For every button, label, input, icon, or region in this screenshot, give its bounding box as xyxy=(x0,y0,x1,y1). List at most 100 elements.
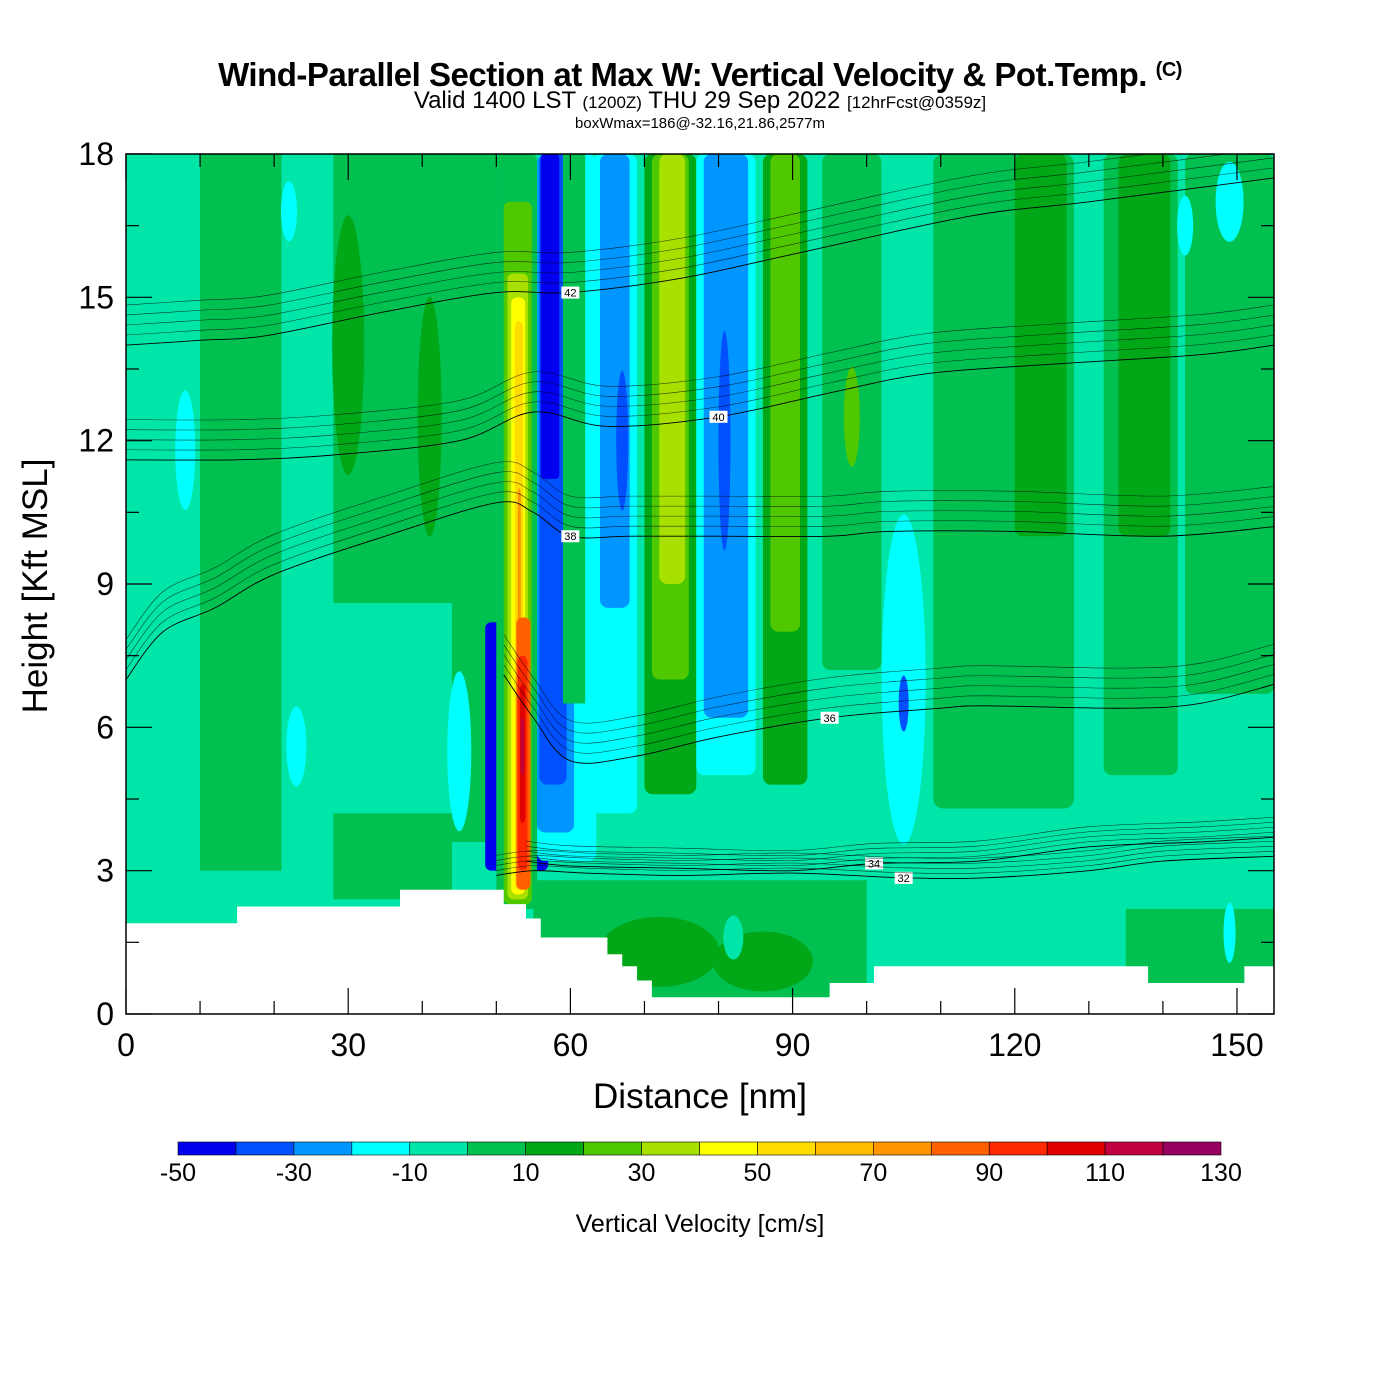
colorbar-swatch xyxy=(699,1141,758,1156)
colorbar xyxy=(177,1141,1222,1156)
colorbar-swatch xyxy=(815,1141,874,1156)
colorbar-label: -30 xyxy=(276,1159,312,1187)
box-info: boxWmax=186@-32.16,21.86,2577m xyxy=(575,115,825,132)
theta-contour-minor xyxy=(126,324,1274,441)
colorbar-swatch xyxy=(467,1141,526,1156)
field-blob xyxy=(1215,161,1244,242)
y-tick-labels: 0 3 6 9 12 15 18 xyxy=(78,136,114,1032)
contour-label: 36 xyxy=(823,713,835,725)
valid-time-line: Valid 1400 LST (1200Z) THU 29 Sep 2022 [… xyxy=(0,89,1400,115)
theta-contour-32 xyxy=(496,855,1274,880)
field-blob xyxy=(723,915,744,960)
colorbar-label: 130 xyxy=(1200,1159,1242,1187)
terrain xyxy=(126,889,1274,1014)
colorbar-label: 90 xyxy=(975,1159,1003,1187)
colorbar-swatch xyxy=(1162,1141,1222,1156)
velocity-field: 32 34 36 38 40 42 xyxy=(126,154,1274,1014)
x-tick-labels: 0 30 60 90 120 150 xyxy=(117,1027,1264,1063)
colorbar-swatch xyxy=(988,1141,1048,1156)
theta-contour-40 xyxy=(126,344,1274,461)
colorbar-swatch xyxy=(1104,1141,1164,1156)
y-tick-label: 12 xyxy=(78,423,114,459)
field-blob xyxy=(898,675,909,732)
colorbar-label: -10 xyxy=(392,1159,428,1187)
field-blob xyxy=(332,215,365,476)
colorbar-swatch xyxy=(757,1141,816,1156)
downdraft-core xyxy=(540,154,560,479)
contour-label: 42 xyxy=(564,288,576,300)
theta-contour-minor xyxy=(126,461,1274,640)
x-tick-label: 150 xyxy=(1210,1027,1263,1063)
contour-label-box xyxy=(820,711,839,724)
contour-label-box xyxy=(709,410,728,423)
valid-date: THU 29 Sep 2022 xyxy=(648,87,841,114)
field-blob xyxy=(1177,195,1194,256)
x-axis-label: Distance [nm] xyxy=(593,1077,807,1116)
contour-label: 34 xyxy=(868,859,880,871)
x-tick-label: 60 xyxy=(553,1027,589,1063)
colorbar-labels: -50 -30 -10 10 30 50 70 90 110 130 xyxy=(160,1159,1242,1187)
x-tick-label: 120 xyxy=(988,1027,1041,1063)
theta-contour-minor xyxy=(503,654,1274,744)
chart-title: Wind-Parallel Section at Max W: Vertical… xyxy=(0,52,1400,93)
field-blob xyxy=(1223,902,1236,963)
theta-contour-minor xyxy=(496,846,1274,869)
x-tick-label: 0 xyxy=(117,1027,135,1063)
colorbar-label: 50 xyxy=(744,1159,772,1187)
colorbar-swatch xyxy=(930,1141,990,1156)
contour-label: 32 xyxy=(898,873,910,885)
field-blob xyxy=(843,366,860,467)
theta-contour-36 xyxy=(503,674,1274,764)
theta-contour-minor xyxy=(496,851,1274,874)
theta-contour-minor xyxy=(503,664,1274,754)
theta-contour-minor xyxy=(126,314,1274,431)
field-band xyxy=(200,154,282,871)
y-tick-label: 15 xyxy=(78,279,114,315)
colorbar-swatch xyxy=(351,1141,411,1156)
colorbar-swatch xyxy=(235,1141,295,1156)
chart-header: Wind-Parallel Section at Max W: Vertical… xyxy=(0,52,1400,133)
y-tick-label: 6 xyxy=(96,709,114,745)
theta-contour-minor xyxy=(496,841,1274,864)
y-tick-label: 3 xyxy=(96,853,114,889)
field-band xyxy=(659,154,686,584)
colorbar-swatch xyxy=(583,1141,642,1156)
theta-contour-minor xyxy=(503,644,1274,734)
theta-contour-minor xyxy=(126,481,1274,660)
field-band xyxy=(1185,154,1274,694)
colorbar-swatch xyxy=(409,1141,469,1156)
theta-contour-minor xyxy=(126,334,1274,451)
contour-label-box xyxy=(561,286,580,299)
valid-utc: (1200Z) xyxy=(582,93,642,112)
theta-contour-minor xyxy=(126,154,1229,316)
terrain-fill xyxy=(126,889,1274,1014)
contour-label: 38 xyxy=(564,531,576,543)
colorbar-label: -50 xyxy=(160,1159,196,1187)
y-axis-label: Height [Kft MSL] xyxy=(16,459,55,714)
y-tick-label: 9 xyxy=(96,566,114,602)
colorbar-label: 10 xyxy=(512,1159,540,1187)
field-blob xyxy=(286,706,307,787)
theta-contour-minor xyxy=(126,304,1274,421)
theta-contour-minor xyxy=(525,816,1274,852)
field-blob xyxy=(280,181,297,242)
colorbar-swatch xyxy=(641,1141,700,1156)
colorbar-swatch xyxy=(873,1141,932,1156)
field-band xyxy=(333,813,452,900)
theta-contour-minor xyxy=(496,835,1274,859)
axis-ticks xyxy=(125,153,1274,1015)
theta-contours: 32 34 36 38 40 42 xyxy=(126,154,1274,885)
theta-contour-minor xyxy=(525,821,1274,857)
contour-label-box xyxy=(561,530,580,543)
x-tick-label: 30 xyxy=(330,1027,366,1063)
theta-contour-minor xyxy=(126,167,1274,336)
colorbar-label: 110 xyxy=(1085,1159,1125,1187)
y-tick-label: 18 xyxy=(78,136,114,172)
theta-contour-minor xyxy=(503,634,1274,724)
field-band xyxy=(562,154,586,704)
field-shapes xyxy=(175,154,1274,1014)
colorbar-label: 70 xyxy=(859,1159,887,1187)
field-blob xyxy=(718,330,731,551)
valid-prefix: Valid 1400 LST xyxy=(413,87,576,114)
contour-label-box xyxy=(894,871,913,884)
